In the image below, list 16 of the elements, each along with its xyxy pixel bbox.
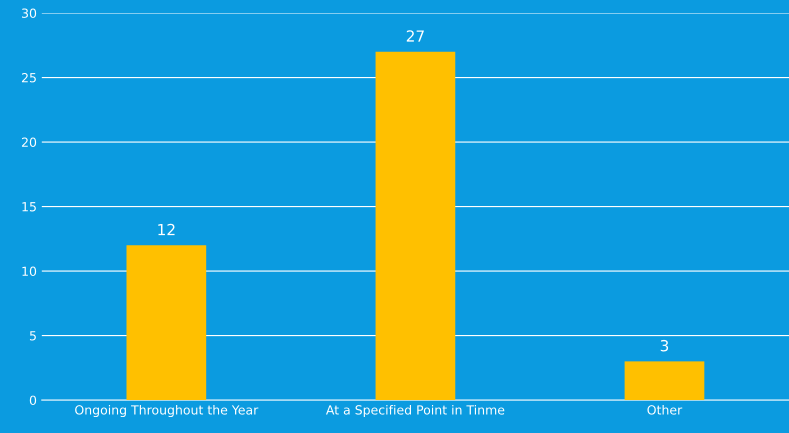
y-tick-label: 0 xyxy=(30,396,36,406)
x-tick-label: Other xyxy=(647,404,682,415)
y-tick-label: 10 xyxy=(22,266,36,276)
x-tick-label: At a Specified Point in Tinme xyxy=(326,404,504,418)
y-tick-label: 25 xyxy=(22,72,36,82)
data-label: 12 xyxy=(158,224,175,236)
y-tick-label: 15 xyxy=(22,202,36,212)
bar xyxy=(376,52,456,400)
y-tick-label: 20 xyxy=(22,137,36,147)
bar xyxy=(624,361,704,400)
bar xyxy=(126,245,206,400)
data-label: 27 xyxy=(406,30,424,42)
y-tick-label: 5 xyxy=(30,331,36,340)
y-tick-label: 30 xyxy=(22,8,36,18)
x-tick-label: Ongoing Throughout the Year xyxy=(75,404,258,418)
data-label: 3 xyxy=(660,340,668,352)
